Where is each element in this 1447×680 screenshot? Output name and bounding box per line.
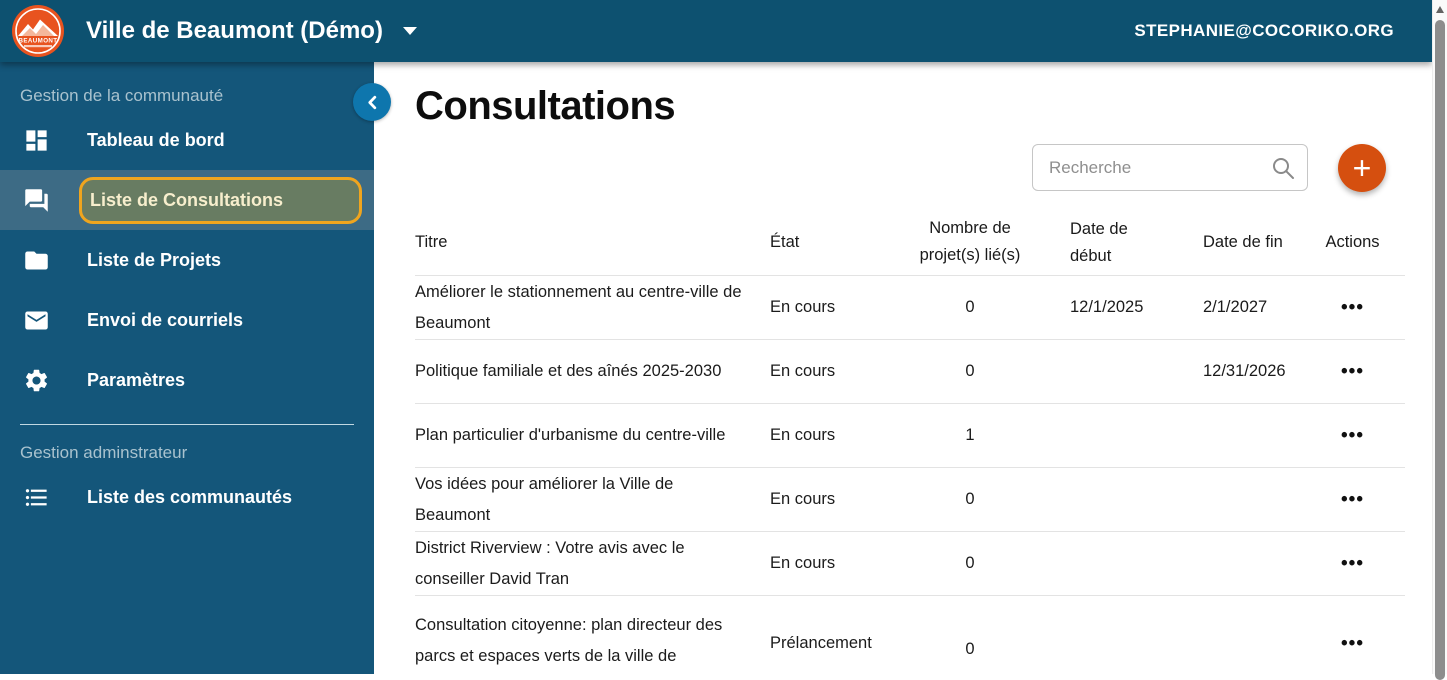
sidebar-item-consultations[interactable]: Liste de Consultations	[0, 170, 374, 230]
page-title: Consultations	[415, 84, 676, 128]
sidebar-divider	[20, 424, 354, 425]
table-row[interactable]: Politique familiale et des aînés 2025-20…	[415, 340, 1405, 404]
beaumont-logo[interactable]: BEAUMONT	[12, 5, 64, 57]
sidebar-item-label: Liste de Consultations	[79, 176, 362, 224]
search-input[interactable]	[1033, 157, 1270, 178]
vertical-scrollbar[interactable]	[1432, 0, 1447, 680]
cell-etat: En cours	[770, 362, 836, 380]
row-actions-button[interactable]: •••	[1341, 552, 1364, 574]
topbar: BEAUMONT Ville de Beaumont (Démo) STEPHA…	[0, 0, 1432, 62]
col-header-date-debut: Date de début	[1070, 219, 1128, 265]
sidebar-item-settings[interactable]: Paramètres	[0, 350, 374, 410]
search-box	[1032, 144, 1308, 191]
col-header-projets: Nombre de projet(s) lié(s)	[919, 218, 1021, 264]
collapse-sidebar-button[interactable]	[353, 83, 391, 121]
caret-down-icon[interactable]	[402, 27, 417, 35]
sidebar-item-label: Liste de Projets	[87, 249, 222, 270]
folder-icon	[23, 247, 50, 274]
cell-titre: District Riverview : Votre avis avec le …	[415, 538, 685, 588]
row-actions-button[interactable]: •••	[1341, 633, 1364, 654]
cell-etat: En cours	[770, 554, 836, 572]
cell-etat: En cours	[770, 426, 836, 444]
dashboard-icon	[23, 127, 50, 154]
sidebar-item-emails[interactable]: Envoi de courriels	[0, 290, 374, 350]
mail-icon	[23, 307, 50, 334]
row-actions-button[interactable]: •••	[1341, 296, 1364, 318]
cell-projets: 0	[965, 298, 975, 316]
table-row[interactable]: Vos idées pour améliorer la Ville de Bea…	[415, 468, 1405, 532]
table-header-row: Titre État Nombre de projet(s) lié(s) Da…	[415, 210, 1405, 276]
col-header-actions: Actions	[1325, 233, 1380, 251]
section-community-management: Gestion de la communauté	[20, 86, 224, 105]
row-actions-button[interactable]: •••	[1341, 424, 1364, 446]
table-row[interactable]: Améliorer le stationnement au centre-vil…	[415, 276, 1405, 340]
table-row[interactable]: Consultation citoyenne: plan directeur d…	[415, 596, 1405, 674]
chevron-left-icon	[367, 95, 376, 109]
scroll-up-button[interactable]	[1433, 0, 1447, 18]
up-arrow-icon	[1436, 5, 1444, 13]
table-row[interactable]: Plan particulier d'urbanisme du centre-v…	[415, 404, 1405, 468]
cell-titre: Politique familiale et des aînés 2025-20…	[415, 362, 722, 380]
cell-projets: 0	[965, 554, 975, 572]
sidebar-item-dashboard[interactable]: Tableau de bord	[0, 110, 374, 170]
cell-date-fin: 2/1/2027	[1203, 298, 1268, 316]
search-icon	[1270, 155, 1296, 181]
forum-icon	[23, 187, 50, 214]
col-header-date-fin: Date de fin	[1203, 233, 1283, 251]
cell-titre: Vos idées pour améliorer la Ville de Bea…	[415, 474, 674, 524]
sidebar-item-label: Tableau de bord	[87, 129, 225, 150]
cell-titre: Consultation citoyenne: plan directeur d…	[415, 616, 723, 665]
sidebar-item-communities[interactable]: Liste des communautés	[0, 467, 374, 527]
col-header-titre: Titre	[415, 233, 448, 251]
gear-icon	[23, 367, 50, 394]
scrollbar-thumb[interactable]	[1435, 20, 1445, 680]
user-email[interactable]: STEPHANIE@COCORIKO.ORG	[1134, 21, 1394, 40]
row-actions-button[interactable]: •••	[1341, 360, 1364, 382]
table-row[interactable]: District Riverview : Votre avis avec le …	[415, 532, 1405, 596]
cell-projets: 1	[965, 426, 975, 444]
cell-etat: En cours	[770, 490, 836, 508]
main-content: Consultations + Titre État Nombre de pro…	[374, 62, 1432, 674]
consultations-table: Titre État Nombre de projet(s) lié(s) Da…	[415, 210, 1405, 674]
add-consultation-button[interactable]: +	[1338, 144, 1386, 192]
sidebar-item-label: Liste des communautés	[87, 486, 293, 507]
cell-projets: 0	[965, 640, 975, 658]
cell-etat: En cours	[770, 298, 836, 316]
cell-titre: Améliorer le stationnement au centre-vil…	[415, 282, 742, 332]
sidebar-item-label: Envoi de courriels	[87, 309, 244, 330]
sidebar-item-projects[interactable]: Liste de Projets	[0, 230, 374, 290]
cell-projets: 0	[965, 490, 975, 508]
cell-etat: Prélancement	[770, 634, 872, 652]
list-icon	[23, 484, 50, 511]
community-title[interactable]: Ville de Beaumont (Démo)	[86, 17, 383, 44]
logo-text: BEAUMONT	[19, 38, 58, 45]
col-header-etat: État	[770, 233, 800, 251]
sidebar-item-label: Paramètres	[87, 369, 186, 390]
row-actions-button[interactable]: •••	[1341, 488, 1364, 510]
section-admin-management: Gestion adminstrateur	[20, 443, 188, 462]
cell-projets: 0	[965, 362, 975, 380]
cell-date-fin: 12/31/2026	[1203, 362, 1286, 380]
cell-titre: Plan particulier d'urbanisme du centre-v…	[415, 426, 726, 444]
sidebar: Gestion de la communauté Tableau de bord…	[0, 62, 374, 674]
cell-date-debut: 12/1/2025	[1070, 298, 1144, 316]
